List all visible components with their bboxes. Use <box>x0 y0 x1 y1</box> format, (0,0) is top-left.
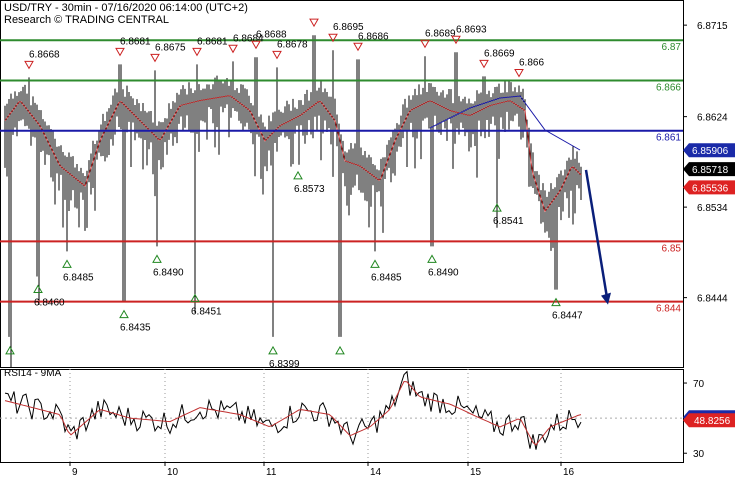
forecast-arrow-head <box>601 292 611 305</box>
swing-low-marker <box>190 293 200 303</box>
swing-low-marker <box>335 345 345 355</box>
swing-high-label: 6.8688 <box>256 29 287 40</box>
swing-high-label: 6.8693 <box>456 24 487 35</box>
rsi-ma-line <box>4 380 582 446</box>
rsi-y-tick-label: 70 <box>693 379 705 390</box>
swing-high-label: 6.8678 <box>277 39 308 50</box>
rsi-tag <box>683 413 735 428</box>
swing-high-marker <box>514 68 524 78</box>
swing-low-marker <box>5 345 15 355</box>
swing-low-label: 6.8485 <box>371 272 402 283</box>
swing-low-label: 6.8541 <box>493 216 524 227</box>
swing-low-label: 6.8399 <box>269 359 300 370</box>
swing-high-marker <box>420 39 430 49</box>
y-tick-label: 6.8624 <box>697 113 728 124</box>
swing-low-marker <box>119 309 129 319</box>
swing-low-marker <box>551 297 561 307</box>
price-tag <box>683 162 735 177</box>
price-tag-label: 6.85718 <box>692 165 729 176</box>
swing-low-label: 6.8435 <box>120 323 151 334</box>
swing-high-label: 6.8675 <box>155 42 186 53</box>
x-tick-label: 9 <box>72 467 78 478</box>
swing-high-label: 6.8686 <box>358 31 389 42</box>
level-label: 6.85 <box>662 243 682 254</box>
price-tag-label: 6.85906 <box>692 146 729 157</box>
moving-average-line <box>4 95 582 213</box>
rsi-line <box>4 370 582 450</box>
x-tick-label: 11 <box>266 467 277 478</box>
rsi-tag-label: 48.8256 <box>694 416 731 427</box>
swing-low-label: 6.8485 <box>63 272 94 283</box>
swing-low-marker <box>370 259 380 268</box>
chart-title: USD/TRY - 30min - 07/16/2020 06:14:00 (U… <box>4 2 248 14</box>
swing-low-marker <box>268 345 278 355</box>
forecast-arrow-shaft <box>584 169 609 298</box>
swing-high-label: 6.8695 <box>333 22 364 33</box>
indicator-label: RSI14 - 9MA <box>4 368 62 379</box>
swing-high-marker <box>451 35 461 45</box>
x-tick-label: 16 <box>563 467 575 478</box>
swing-low-label: 6.8490 <box>153 267 184 278</box>
chart-source: Research © TRADING CENTRAL <box>4 14 169 26</box>
swing-low-label: 6.8573 <box>294 184 325 195</box>
swing-high-label: 6.8689 <box>425 28 456 39</box>
price-tag-label: 6.85536 <box>692 183 729 194</box>
swing-high-marker <box>309 18 319 28</box>
rsi-y-tick-label: 30 <box>693 449 705 460</box>
y-tick-label: 6.8444 <box>697 294 728 305</box>
swing-high-marker <box>479 59 489 69</box>
swing-high-marker <box>228 44 238 54</box>
swing-high-marker <box>353 42 363 52</box>
y-tick-label: 6.8715 <box>697 21 728 32</box>
swing-high-label: 6.8669 <box>484 48 515 59</box>
swing-high-label: 6.8668 <box>29 49 60 60</box>
x-tick-label: 14 <box>370 467 382 478</box>
level-label: 6.87 <box>662 42 682 53</box>
swing-low-marker <box>62 259 72 268</box>
x-tick-label: 15 <box>470 467 482 478</box>
trend-line <box>429 95 581 151</box>
swing-high-marker <box>251 40 261 50</box>
y-tick-label: 6.8534 <box>697 203 728 214</box>
swing-low-marker <box>33 284 43 294</box>
swing-high-marker <box>115 47 125 57</box>
swing-high-marker <box>192 47 202 57</box>
swing-low-marker <box>293 170 303 180</box>
swing-low-label: 6.8490 <box>428 267 459 278</box>
swing-high-marker <box>150 53 160 63</box>
level-label: 6.861 <box>656 133 681 144</box>
swing-low-marker <box>492 203 502 212</box>
swing-high-label: 6.8681 <box>197 36 228 47</box>
swing-high-marker <box>24 60 34 70</box>
swing-low-label: 6.8460 <box>34 298 65 309</box>
swing-low-marker <box>152 254 162 263</box>
x-tick-label: 10 <box>167 467 179 478</box>
level-label: 6.844 <box>656 304 681 315</box>
level-label: 6.866 <box>656 82 681 93</box>
price-tag <box>683 143 735 158</box>
main-panel-frame <box>0 0 684 368</box>
swing-low-label: 6.8447 <box>552 311 583 322</box>
swing-low-label: 6.8451 <box>191 307 222 318</box>
swing-high-marker <box>272 50 282 60</box>
swing-high-label: 6.8681 <box>120 36 151 47</box>
swing-high-label: 6.866 <box>519 57 544 68</box>
swing-high-label: 6.8684 <box>233 33 264 44</box>
price-tag <box>683 180 735 195</box>
swing-low-marker <box>427 254 437 263</box>
rsi-panel-frame <box>0 369 684 463</box>
swing-high-marker <box>328 33 338 43</box>
